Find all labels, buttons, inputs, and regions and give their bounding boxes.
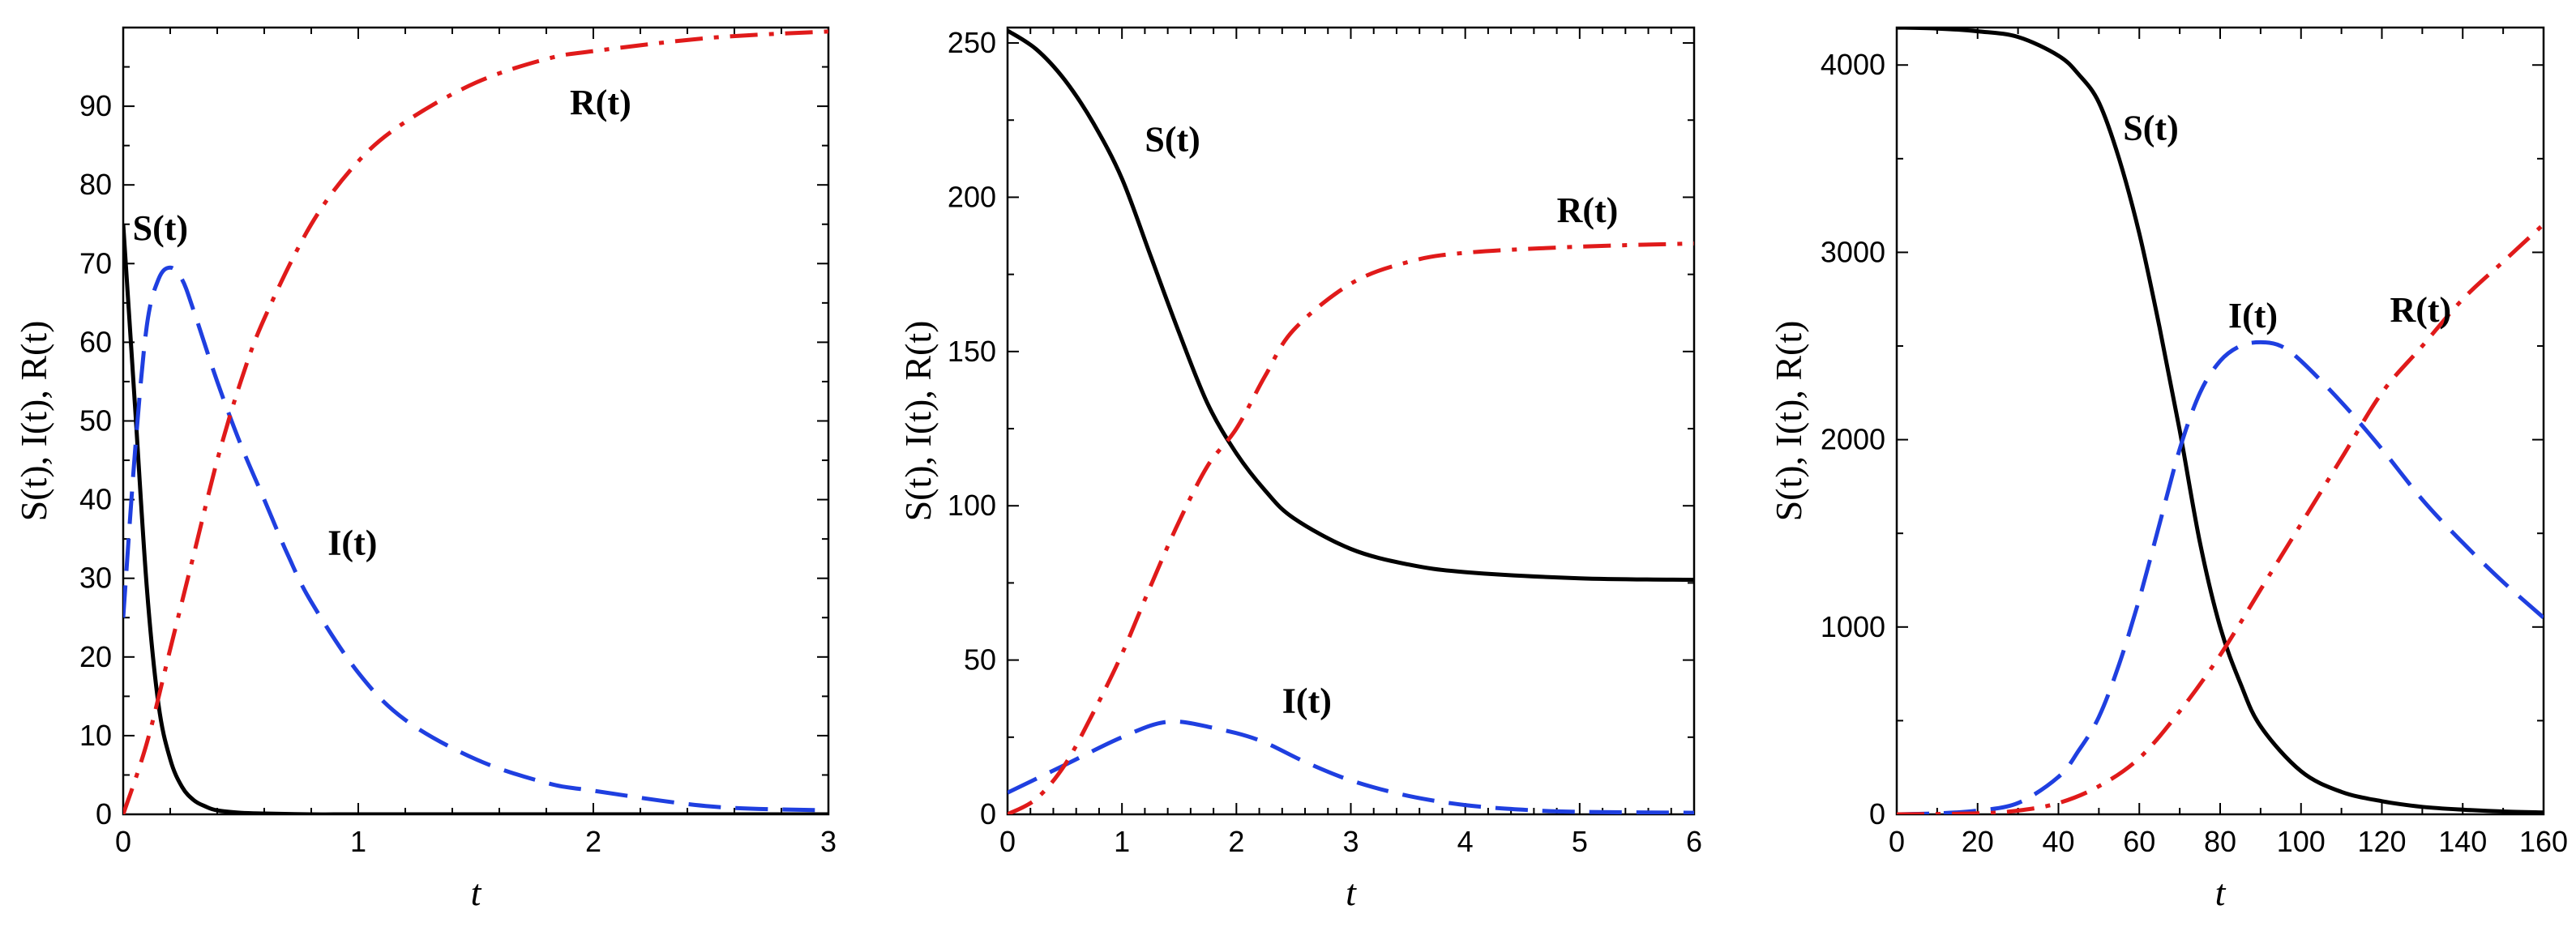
series-line-it xyxy=(1008,719,1694,814)
y-tick-label: 50 xyxy=(964,643,996,677)
x-axis-title: t xyxy=(471,872,482,913)
series-annotation: R(t) xyxy=(570,83,631,122)
x-tick-label: 60 xyxy=(2123,825,2155,858)
y-tick-label: 250 xyxy=(948,26,996,59)
y-tick-label: 200 xyxy=(948,180,996,213)
y-tick-label: 3000 xyxy=(1821,235,1885,268)
y-tick-label: 2000 xyxy=(1821,423,1885,456)
x-tick-label: 2 xyxy=(585,825,601,858)
x-tick-label: 1 xyxy=(350,825,366,858)
chart-panel-right: 0 1000 2000 3000 4000 0 20 40 60 80 100 120 140 160 t S… xyxy=(1768,26,2568,913)
y-tick-label: 1000 xyxy=(1821,610,1885,643)
x-tick-label: 3 xyxy=(820,825,837,858)
x-axis-title: t xyxy=(1346,872,1357,913)
y-tick-label: 60 xyxy=(79,325,112,358)
y-tick-label: 0 xyxy=(96,797,112,831)
x-tick-label: 40 xyxy=(2042,825,2074,858)
y-axis-title: S(t), I(t), R(t) xyxy=(13,321,54,522)
y-axis-title: S(t), I(t), R(t) xyxy=(1768,321,1809,522)
series-line-rt xyxy=(1008,241,1694,814)
x-tick-label: 5 xyxy=(1572,825,1588,858)
x-axis-title: t xyxy=(2215,872,2227,913)
x-tick-label: 2 xyxy=(1228,825,1244,858)
y-tick-label: 90 xyxy=(79,89,112,122)
x-tick-label: 80 xyxy=(2204,825,2236,858)
chart-panel-left: 0 10 20 30 40 50 60 70 80 90 0 1 2 3 t S(t), I(t), R(t)… xyxy=(13,26,837,913)
y-tick-label: 30 xyxy=(79,562,112,595)
series-annotation: S(t) xyxy=(133,208,188,248)
x-tick-label: 3 xyxy=(1342,825,1359,858)
series-line-st xyxy=(1008,28,1694,583)
series-annotation: I(t) xyxy=(1282,681,1332,720)
x-tick-label: 4 xyxy=(1457,825,1474,858)
y-tick-label: 40 xyxy=(79,483,112,516)
y-tick-label: 10 xyxy=(79,719,112,752)
series-line-st xyxy=(1897,28,2544,814)
x-tick-label: 100 xyxy=(2277,825,2326,858)
x-tick-label: 140 xyxy=(2438,825,2487,858)
y-tick-label: 150 xyxy=(948,335,996,368)
y-tick-label: 4000 xyxy=(1821,48,1885,81)
series-annotation: I(t) xyxy=(327,523,377,563)
y-tick-label: 50 xyxy=(79,404,112,438)
y-tick-label: 70 xyxy=(79,246,112,280)
x-tick-label: 1 xyxy=(1114,825,1130,858)
series-annotation: R(t) xyxy=(2390,290,2451,330)
plot-frame xyxy=(1895,26,2545,816)
x-tick-label: 120 xyxy=(2357,825,2406,858)
plot-frame xyxy=(1006,26,1696,816)
series-line-it xyxy=(1897,340,2544,814)
series-annotation: R(t) xyxy=(1557,190,1619,230)
y-tick-label: 0 xyxy=(980,797,996,831)
y-tick-label: 20 xyxy=(79,640,112,673)
series-line-rt xyxy=(123,29,828,814)
series-line-it xyxy=(123,265,828,813)
y-tick-label: 100 xyxy=(948,489,996,522)
y-tick-label: 0 xyxy=(1869,797,1885,831)
x-tick-label: 160 xyxy=(2519,825,2568,858)
series-annotation: S(t) xyxy=(1145,119,1200,159)
series-annotation: S(t) xyxy=(2123,109,2178,148)
y-axis-title: S(t), I(t), R(t) xyxy=(897,321,939,522)
x-tick-label: 0 xyxy=(115,825,131,858)
x-tick-label: 0 xyxy=(1889,825,1905,858)
series-line-st xyxy=(123,224,828,814)
series-annotation: I(t) xyxy=(2228,296,2278,335)
x-tick-label: 0 xyxy=(999,825,1016,858)
series-line-rt xyxy=(1897,222,2544,814)
x-tick-label: 6 xyxy=(1686,825,1702,858)
y-tick-label: 80 xyxy=(79,168,112,201)
chart-panel-middle: 0 50 100 150 200 250 0 1 2 3 4 5 6 t S(t), I(t), R(t) S… xyxy=(897,26,1702,913)
x-tick-label: 20 xyxy=(1962,825,1994,858)
